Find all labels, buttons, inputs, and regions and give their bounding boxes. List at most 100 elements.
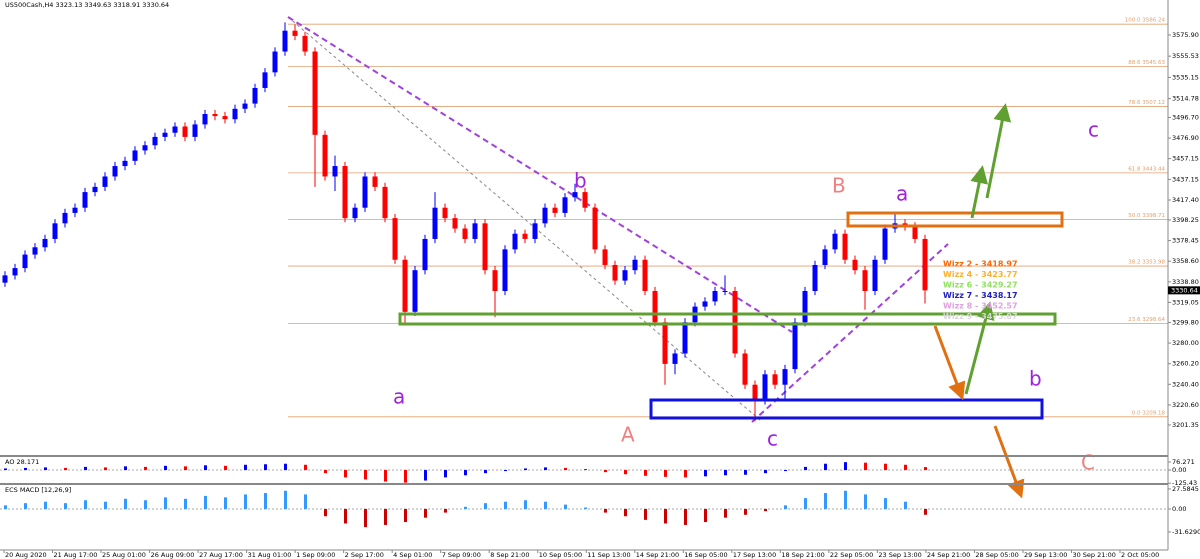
candle-body <box>522 233 528 239</box>
ao-bar <box>284 463 287 471</box>
candle-body <box>412 270 418 312</box>
ao-bar <box>584 468 587 471</box>
x-tick-label: 4 Sep 01:00 <box>393 551 432 559</box>
candle-body <box>492 270 498 292</box>
macd-bar <box>584 507 587 509</box>
candle-body <box>272 51 278 73</box>
ao-bar <box>64 467 67 471</box>
candle-body <box>872 259 878 292</box>
ao-bar <box>404 470 407 483</box>
candle-body <box>842 233 848 260</box>
wizz-label: Wizz 8 - 3452.57 <box>943 302 1018 311</box>
candle-body <box>882 228 888 260</box>
candle-body <box>592 207 598 250</box>
ao-bar <box>724 470 727 476</box>
macd-bar <box>124 498 127 509</box>
candle-body <box>822 249 828 265</box>
ao-bar <box>224 465 227 471</box>
ao-bar <box>424 470 427 481</box>
candle-body <box>122 160 128 167</box>
macd-bar <box>564 504 567 509</box>
candle-body <box>532 223 538 239</box>
candle-body <box>62 212 68 224</box>
candle-body <box>112 166 118 177</box>
y-tick-label: 3535.15 <box>1172 73 1199 81</box>
ao-bar <box>864 462 867 471</box>
macd-bar <box>144 500 147 509</box>
fib-label: 0.0 3209.18 <box>1132 410 1166 416</box>
candle-body <box>552 207 558 213</box>
candle-body <box>92 186 98 193</box>
ao-bar <box>604 470 607 473</box>
candle-body <box>562 197 568 213</box>
macd-bar <box>324 508 327 517</box>
ao-bar <box>744 470 747 475</box>
ao-bar <box>304 464 307 471</box>
wizz-label: Wizz 6 - 3429.27 <box>943 281 1018 290</box>
price-tag <box>1168 286 1200 295</box>
x-tick-label: 8 Sep 21:00 <box>490 551 529 559</box>
candle-body <box>42 238 48 248</box>
candle-body <box>602 249 608 265</box>
candle-body <box>242 103 248 109</box>
candle-body <box>342 166 348 219</box>
candle-group <box>2 22 928 422</box>
trend-line <box>287 16 793 333</box>
candle-body <box>302 35 308 52</box>
candle-body <box>82 192 88 208</box>
y-tick-label: 76.271 <box>1172 458 1195 466</box>
fib-label: 23.6 3298.64 <box>1128 317 1165 323</box>
candle-body <box>792 322 798 370</box>
ao-bar <box>84 466 87 471</box>
x-tick-label: 20 Aug 2020 <box>5 551 47 559</box>
candle-body <box>402 259 408 312</box>
macd-bar <box>744 508 747 515</box>
ao-bar <box>384 470 387 482</box>
ao-bar <box>524 468 527 471</box>
macd-bar <box>244 494 247 509</box>
x-tick-label: 10 Sep 05:00 <box>539 551 582 559</box>
macd-bar <box>264 492 267 509</box>
x-tick-label: 23 Sep 13:00 <box>878 551 921 559</box>
ao-bar <box>884 463 887 471</box>
macd-bar <box>104 501 107 509</box>
candle-body <box>372 176 378 187</box>
candle-body <box>22 254 28 269</box>
x-tick-label: 2 Oct 05:00 <box>1121 551 1159 559</box>
zone-box <box>846 211 1064 228</box>
ao-bar <box>244 464 247 471</box>
macd-bar <box>24 503 27 509</box>
arrow <box>970 165 989 219</box>
x-tick-label: 29 Sep 13:00 <box>1024 551 1067 559</box>
wave-label: A <box>621 423 635 447</box>
macd-bar <box>444 508 447 513</box>
candle-body <box>422 238 428 271</box>
candle-body <box>332 166 338 177</box>
candle-body <box>382 186 388 219</box>
candle-body <box>212 113 218 117</box>
macd-bar <box>224 497 227 509</box>
y-tick-label: 3280.00 <box>1172 339 1199 347</box>
candle-body <box>752 384 758 401</box>
candle-body <box>912 226 918 239</box>
wave-label: a <box>393 385 405 409</box>
x-tick-label: 22 Sep 05:00 <box>830 551 873 559</box>
candle-body <box>722 291 728 293</box>
candle-body <box>192 124 198 137</box>
ao-bar <box>364 470 367 480</box>
macd-bar <box>844 490 847 509</box>
arrow <box>993 425 1025 499</box>
y-tick-label: 3240.40 <box>1172 380 1199 388</box>
ao-bar <box>484 470 487 474</box>
arrow <box>964 301 995 395</box>
candle-body <box>432 207 438 239</box>
macd-bar <box>764 508 767 512</box>
y-tick-label: 0.00 <box>1172 505 1186 513</box>
macd-bar <box>804 498 807 509</box>
ao-bar <box>44 467 47 471</box>
ao-bar <box>664 470 667 477</box>
candle-body <box>322 134 328 177</box>
wizz-label: Wizz 7 - 3438.17 <box>943 291 1018 300</box>
macd-bar <box>524 500 527 509</box>
